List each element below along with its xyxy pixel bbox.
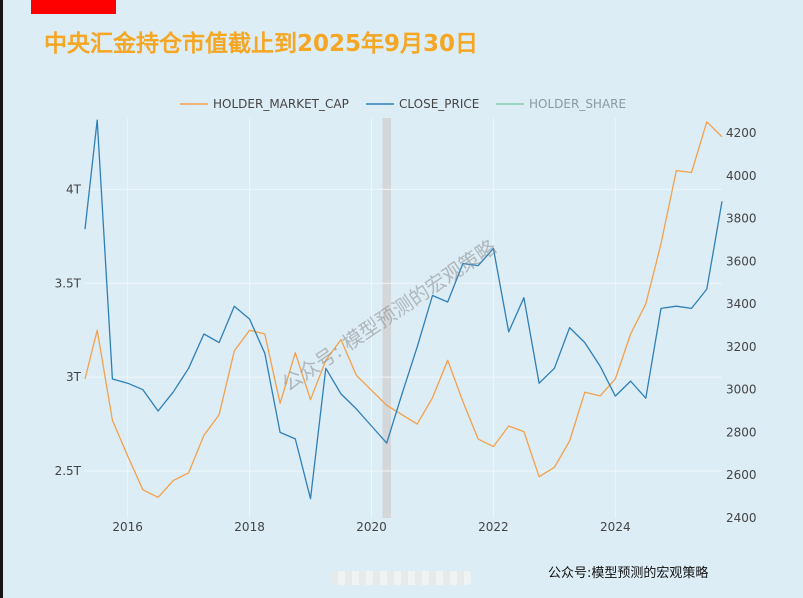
y-right-tick-label: 3600 xyxy=(726,254,757,268)
y-right-tick-label: 2800 xyxy=(726,425,757,439)
y-left-tick-label: 3.5T xyxy=(55,276,82,290)
y-right-tick-label: 4000 xyxy=(726,169,757,183)
y-left-tick-label: 2.5T xyxy=(55,464,82,478)
series-line-holder-market-cap xyxy=(84,121,723,498)
window-edge xyxy=(0,0,3,598)
blurred-caption xyxy=(331,571,471,585)
legend-label: HOLDER_MARKET_CAP xyxy=(213,97,349,111)
y-right-tick-label: 3200 xyxy=(726,340,757,354)
y-right-tick-label: 3000 xyxy=(726,383,757,397)
chart-title: 中央汇金持仓市值截止到2025年9月30日 xyxy=(44,31,479,57)
red-banner-mark xyxy=(31,0,116,14)
highlight-band xyxy=(382,118,392,518)
y-left-tick-label: 4T xyxy=(66,182,82,196)
x-tick-label: 2024 xyxy=(600,520,631,534)
y-left-tick-label: 3T xyxy=(66,370,82,384)
legend-label: HOLDER_SHARE xyxy=(529,97,626,111)
x-tick-label: 2020 xyxy=(356,520,387,534)
x-tick-label: 2018 xyxy=(234,520,265,534)
legend-label: CLOSE_PRICE xyxy=(399,97,479,111)
y-right-tick-label: 3800 xyxy=(726,212,757,226)
series-line-close-price xyxy=(84,119,723,500)
y-right-tick-label: 2400 xyxy=(726,511,757,525)
y-right-tick-label: 4200 xyxy=(726,126,757,140)
footer-credit: 公众号:模型预测的宏观策略 xyxy=(548,566,709,581)
y-right-tick-label: 3400 xyxy=(726,297,757,311)
x-tick-label: 2016 xyxy=(112,520,143,534)
x-tick-label: 2022 xyxy=(478,520,509,534)
y-right-tick-label: 2600 xyxy=(726,468,757,482)
